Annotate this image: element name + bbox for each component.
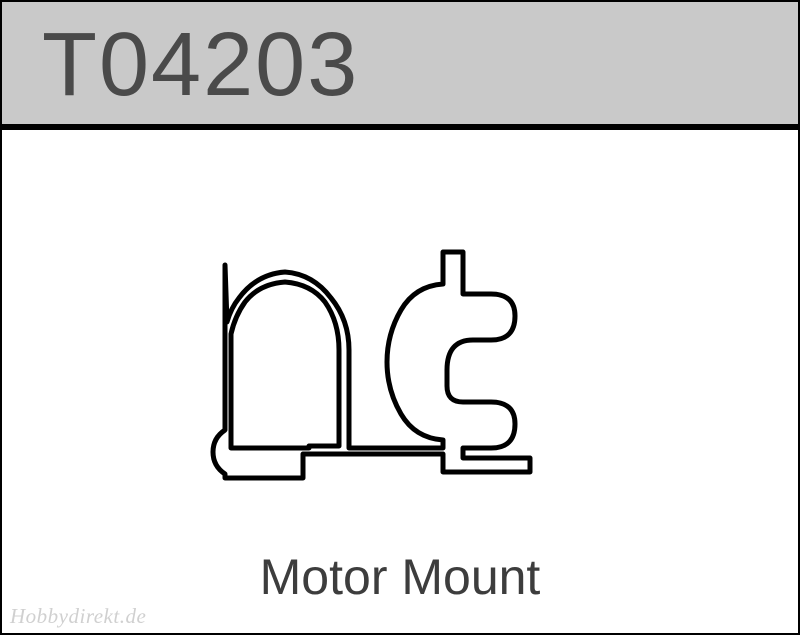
motor-mount-diagram (195, 210, 575, 490)
watermark: Hobbydirekt.de (10, 604, 146, 629)
header-bar: T04203 (2, 2, 798, 124)
motor-mount-path (213, 252, 530, 478)
caption: Motor Mount (0, 548, 800, 606)
motor-mount-outline-svg (195, 210, 575, 490)
header-underline (2, 124, 798, 130)
part-number: T04203 (42, 14, 359, 117)
